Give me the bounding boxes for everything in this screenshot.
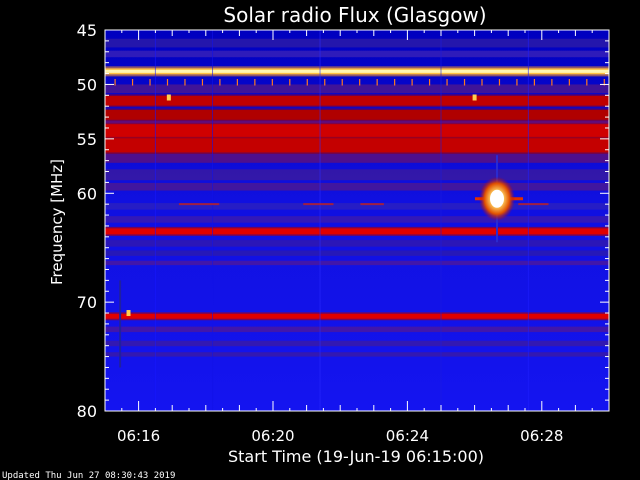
background-band — [105, 169, 609, 181]
emission-band — [105, 228, 609, 235]
radio-burst — [475, 155, 523, 243]
background-band — [105, 50, 609, 58]
emission-bands — [105, 38, 609, 357]
background-band — [105, 203, 609, 210]
burst-core — [490, 189, 504, 208]
updated-timestamp: Updated Thu Jun 27 08:30:43 2019 — [2, 471, 175, 480]
background-band — [105, 326, 609, 333]
y-axis: 45 50 55 60 70 80 — [77, 21, 609, 421]
y-axis-label: Frequency [MHz] — [48, 159, 66, 285]
y-tick-label: 45 — [77, 21, 97, 40]
y-tick-label: 60 — [77, 184, 97, 203]
y-tick-label: 55 — [77, 130, 97, 149]
x-tick-label: 06:20 — [251, 427, 294, 445]
background-band — [105, 340, 609, 347]
background-band — [105, 216, 609, 223]
x-axis: 06:16 06:20 06:24 06:28 — [104, 30, 610, 445]
background-band — [105, 182, 609, 191]
emission-band — [105, 110, 609, 120]
background-band — [105, 119, 609, 126]
background-band — [105, 352, 609, 357]
emission-band — [105, 124, 609, 139]
emission-band — [105, 95, 609, 106]
plot-area — [105, 30, 609, 411]
x-tick-label: 06:24 — [386, 427, 429, 445]
emission-spot — [166, 94, 171, 101]
background-band — [105, 240, 609, 247]
y-tick-label: 80 — [77, 402, 97, 421]
emission-spot — [126, 310, 131, 317]
background-band — [105, 250, 609, 256]
emission-band — [105, 313, 609, 319]
chart-title: Solar radio Flux (Glasgow) — [223, 3, 486, 27]
time-streaks — [114, 30, 605, 411]
emission-band — [105, 138, 609, 153]
y-tick-label: 50 — [77, 75, 97, 94]
x-tick-label: 06:28 — [520, 427, 563, 445]
background-band — [105, 260, 609, 266]
background-band — [105, 38, 609, 48]
y-tick-label: 70 — [77, 293, 97, 312]
x-tick-label: 06:16 — [117, 427, 160, 445]
background-band — [105, 84, 609, 94]
emission-spot — [472, 94, 477, 101]
emission-band-core — [105, 69, 609, 73]
x-axis-label: Start Time (19-Jun-19 06:15:00) — [228, 447, 484, 466]
